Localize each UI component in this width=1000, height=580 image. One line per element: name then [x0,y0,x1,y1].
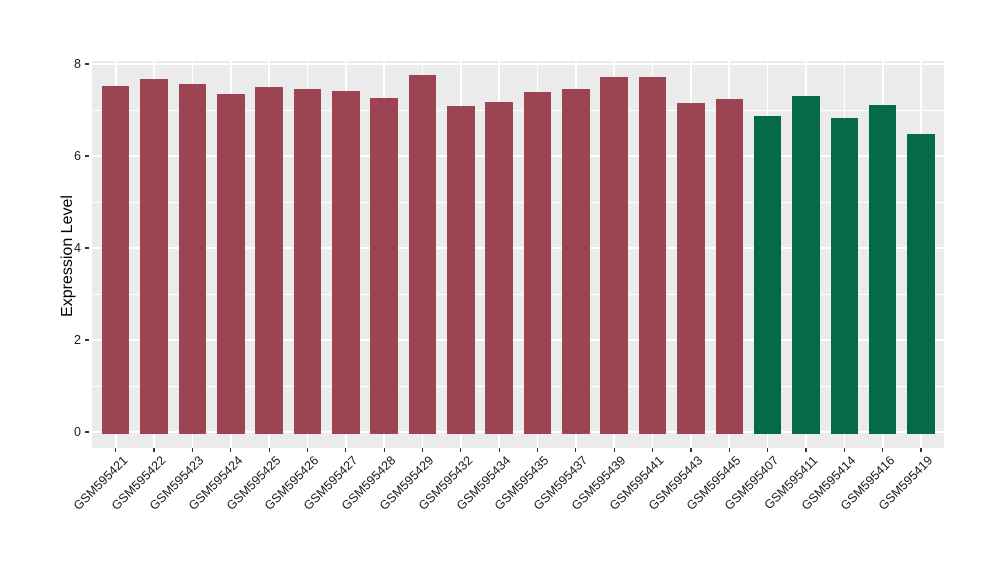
x-tick-mark [460,448,462,452]
bar [370,97,398,434]
bar [293,89,322,434]
y-tick-mark [85,63,89,65]
plot-panel [92,61,944,448]
x-tick-mark [920,448,922,452]
y-tick-label: 0 [74,425,81,439]
x-tick-mark [383,448,385,452]
gridline-major-y [92,155,944,157]
y-tick-label: 4 [74,241,81,255]
y-tick-label: 8 [74,57,81,71]
bar [140,78,168,434]
bar [178,83,207,434]
gridline-minor-y [92,293,944,295]
gridline-minor-y [92,385,944,387]
y-tick-mark [85,155,89,157]
x-tick-mark [767,448,769,452]
gridline-major-y [92,339,944,341]
x-tick-mark [613,448,615,452]
gridline-major-y [92,247,944,249]
bar [677,102,705,434]
gridline-major-y [92,431,944,433]
x-tick-mark [536,448,539,452]
bar [715,98,744,434]
x-tick-mark [421,448,424,452]
x-tick-mark [843,448,845,452]
x-tick-mark [728,448,730,452]
bar [830,117,859,434]
x-tick-mark [153,448,155,452]
bar [868,104,897,434]
x-tick-mark [882,448,884,452]
gridline-minor-y [92,201,944,203]
x-tick-mark [498,448,500,452]
x-tick-mark [115,448,117,452]
x-tick-mark [690,448,692,452]
x-tick-mark [805,448,807,452]
gridline-major-y [92,63,944,65]
x-tick-mark [345,448,347,452]
y-tick-mark [85,339,89,341]
x-tick-mark [306,448,309,452]
x-tick-mark [230,448,232,452]
bar [562,89,590,434]
y-tick-mark [85,247,89,249]
bar [101,86,130,434]
y-tick-mark [85,431,89,433]
gridline-minor-y [92,109,944,111]
y-tick-label: 6 [74,149,81,163]
bar [447,105,475,434]
x-tick-mark [575,448,577,452]
y-axis-title: Expression Level [59,195,76,317]
bar [408,75,437,434]
bar [255,86,283,434]
x-tick-mark [652,448,654,452]
bar [907,133,935,434]
bar [332,90,360,434]
y-tick-label: 2 [74,333,81,347]
x-tick-mark [268,448,270,452]
bar [216,93,245,434]
bar [523,91,552,434]
bar [485,101,513,434]
bar [753,115,782,434]
x-tick-mark [191,448,193,452]
bar [600,77,629,434]
bar [792,95,820,434]
bar [638,77,667,434]
